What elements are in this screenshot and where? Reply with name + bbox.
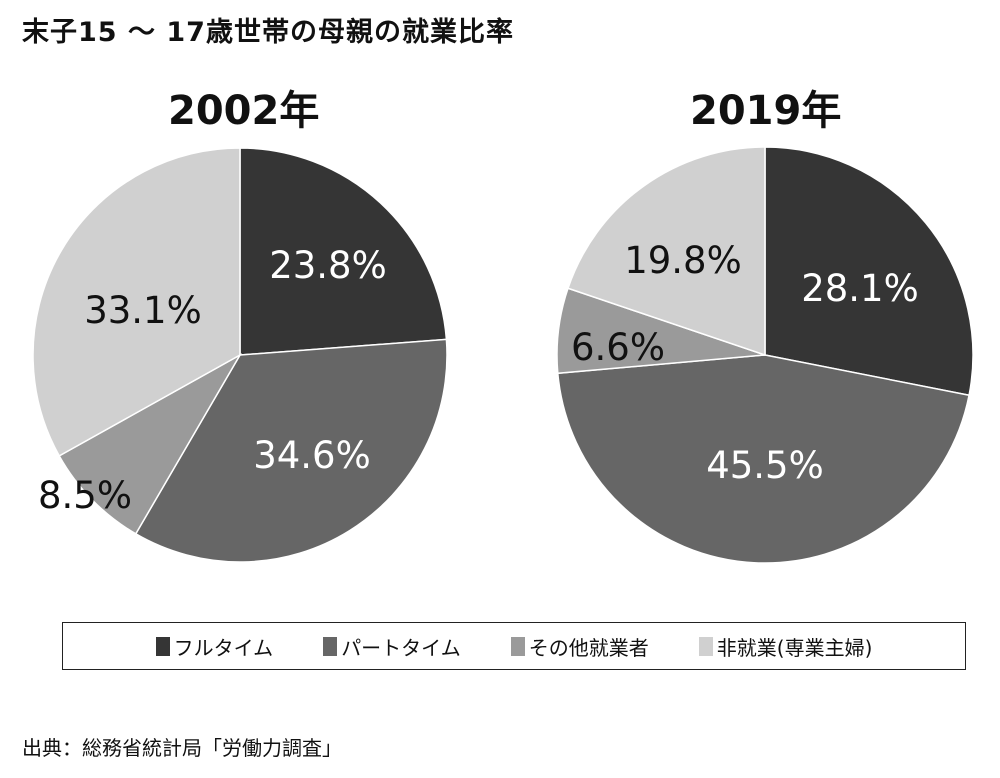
legend: フルタイム パートタイム その他就業者 非就業(専業主婦): [62, 622, 966, 670]
pie-slice: [32, 147, 241, 457]
legend-swatch: [510, 636, 525, 656]
pie-slice: [134, 338, 448, 563]
data-label: 8.5%: [38, 474, 132, 517]
pie-slice: [764, 146, 974, 397]
source-note: 出典：総務省統計局「労働力調査」: [22, 736, 342, 760]
data-label: 45.5%: [706, 444, 824, 487]
pie-slice: [58, 353, 243, 535]
legend-swatch: [698, 636, 713, 656]
data-label: 6.6%: [571, 326, 665, 369]
legend-label: 非就業(専業主婦): [716, 635, 873, 660]
legend-item-fulltime: フルタイム: [155, 632, 274, 661]
legend-item-parttime: パートタイム: [323, 632, 461, 661]
data-label: 23.8%: [269, 244, 387, 287]
data-label: 34.6%: [253, 434, 371, 477]
chart-title: 末子15 ～ 17歳世帯の母親の就業比率: [22, 17, 514, 48]
legend-swatch: [155, 636, 170, 656]
legend-item-nonworking: 非就業(専業主婦): [698, 632, 873, 661]
data-label: 28.1%: [801, 267, 919, 310]
legend-label: その他就業者: [528, 635, 649, 660]
legend-label: フルタイム: [173, 635, 274, 660]
legend-swatch: [323, 636, 338, 656]
pie-title-2002: 2002年: [168, 88, 320, 134]
pie-slice: [567, 146, 766, 357]
legend-label: パートタイム: [341, 635, 461, 660]
data-label: 33.1%: [84, 289, 202, 332]
legend-item-other: その他就業者: [510, 632, 649, 661]
data-label: 19.8%: [624, 239, 742, 282]
pie-slice: [556, 354, 970, 564]
pie-slice: [239, 147, 448, 356]
pie-title-2019: 2019年: [690, 88, 842, 134]
